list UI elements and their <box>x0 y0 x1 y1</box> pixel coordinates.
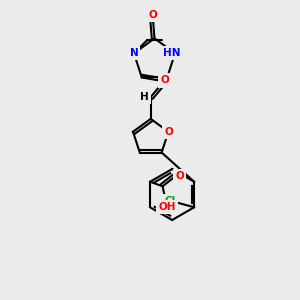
Text: H: H <box>140 92 148 102</box>
Text: N: N <box>130 48 138 58</box>
Text: HN: HN <box>163 48 180 58</box>
Text: O: O <box>175 171 184 181</box>
Text: O: O <box>148 10 158 20</box>
Text: O: O <box>164 127 173 137</box>
Text: Cl: Cl <box>165 196 176 206</box>
Text: O: O <box>160 76 169 85</box>
Text: OH: OH <box>158 202 176 212</box>
